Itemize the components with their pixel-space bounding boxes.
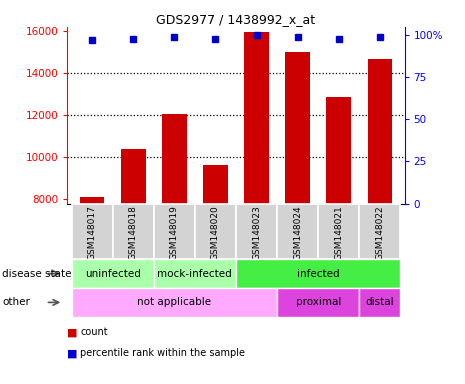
Text: proximal: proximal: [296, 297, 341, 308]
Text: mock-infected: mock-infected: [158, 268, 232, 279]
Bar: [277, 288, 359, 317]
Bar: [286, 52, 310, 204]
Bar: [318, 204, 359, 259]
Text: distal: distal: [365, 297, 394, 308]
Bar: [203, 165, 228, 204]
Bar: [277, 204, 318, 259]
Bar: [154, 259, 236, 288]
Text: not applicable: not applicable: [137, 297, 212, 308]
Bar: [72, 259, 154, 288]
Bar: [72, 288, 277, 317]
Bar: [326, 97, 351, 204]
Text: GSM148024: GSM148024: [293, 205, 302, 260]
Text: ■: ■: [67, 348, 78, 358]
Text: uninfected: uninfected: [85, 268, 140, 279]
Title: GDS2977 / 1438992_x_at: GDS2977 / 1438992_x_at: [156, 13, 316, 26]
Bar: [359, 204, 400, 259]
Text: percentile rank within the sample: percentile rank within the sample: [80, 348, 246, 358]
Bar: [359, 288, 400, 317]
Text: GSM148020: GSM148020: [211, 205, 220, 260]
Text: GSM148018: GSM148018: [129, 205, 138, 260]
Text: infected: infected: [297, 268, 339, 279]
Bar: [236, 259, 400, 288]
Text: GSM148019: GSM148019: [170, 205, 179, 260]
Bar: [72, 204, 113, 259]
Bar: [236, 204, 277, 259]
Text: GSM148021: GSM148021: [334, 205, 343, 260]
Bar: [80, 197, 105, 204]
Bar: [113, 204, 154, 259]
Text: ■: ■: [67, 327, 78, 337]
Text: other: other: [2, 297, 30, 308]
Text: GSM148023: GSM148023: [252, 205, 261, 260]
Bar: [244, 32, 269, 204]
Bar: [367, 60, 392, 204]
Text: GSM148022: GSM148022: [375, 205, 385, 260]
Bar: [121, 149, 146, 204]
Bar: [154, 204, 195, 259]
Bar: [162, 114, 186, 204]
Text: disease state: disease state: [2, 268, 72, 279]
Bar: [195, 204, 236, 259]
Text: count: count: [80, 327, 108, 337]
Text: GSM148017: GSM148017: [87, 205, 97, 260]
